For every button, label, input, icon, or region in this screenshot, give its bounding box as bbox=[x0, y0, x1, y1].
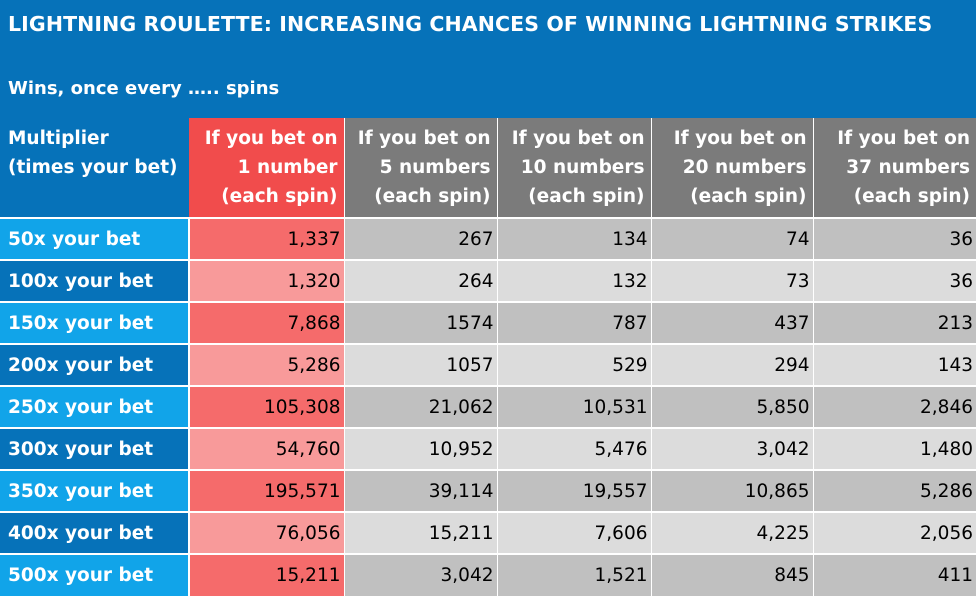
odds-cell: 36 bbox=[812, 259, 976, 302]
odds-cell: 15,211 bbox=[188, 553, 344, 596]
odds-cell: 195,571 bbox=[188, 469, 344, 512]
odds-cell: 7,606 bbox=[496, 511, 651, 554]
odds-table: Multiplier (times your bet) If you bet o… bbox=[0, 118, 976, 596]
odds-cell: 294 bbox=[650, 343, 813, 386]
odds-cell: 15,211 bbox=[343, 511, 497, 554]
column-header-line2: 37 numbers bbox=[846, 157, 970, 178]
table-row: 50x your bet 1,337 267 134 74 36 bbox=[0, 217, 976, 260]
odds-cell: 213 bbox=[812, 301, 976, 344]
row-multiplier-label: 300x your bet bbox=[0, 427, 189, 470]
odds-cell: 787 bbox=[496, 301, 651, 344]
table-row: 350x your bet 195,571 39,114 19,557 10,865 5,… bbox=[0, 469, 976, 512]
column-header-line2: 10 numbers bbox=[520, 157, 645, 178]
odds-cell: 39,114 bbox=[343, 469, 497, 512]
odds-cell: 19,557 bbox=[496, 469, 651, 512]
header-row: Multiplier (times your bet) If you bet o… bbox=[0, 118, 976, 218]
column-header-line1: If you bet on bbox=[511, 128, 645, 149]
table-row: 300x your bet 54,760 10,952 5,476 3,042 1,480 bbox=[0, 427, 976, 470]
table-row: 150x your bet 7,868 1574 787 437 213 bbox=[0, 301, 976, 344]
odds-cell: 76,056 bbox=[188, 511, 344, 554]
column-header-line1: If you bet on bbox=[357, 128, 491, 149]
row-multiplier-label: 400x your bet bbox=[0, 511, 189, 554]
odds-cell: 1,337 bbox=[188, 217, 344, 260]
column-header-line3: (each spin) bbox=[221, 186, 338, 207]
odds-cell: 1574 bbox=[343, 301, 497, 344]
page-title: LIGHTNING ROULETTE: INCREASING CHANCES O… bbox=[8, 12, 933, 36]
column-header-line2: 1 number bbox=[237, 157, 338, 178]
odds-cell: 3,042 bbox=[650, 427, 813, 470]
odds-cell: 5,476 bbox=[496, 427, 651, 470]
table-body: 50x your bet 1,337 267 134 74 36 100x your bet… bbox=[0, 217, 976, 596]
odds-cell: 437 bbox=[650, 301, 813, 344]
odds-cell: 5,286 bbox=[812, 469, 976, 512]
column-header-line3: (each spin) bbox=[690, 186, 807, 207]
odds-cell: 105,308 bbox=[188, 385, 344, 428]
multiplier-header-line1: Multiplier bbox=[8, 128, 109, 149]
odds-cell: 21,062 bbox=[343, 385, 497, 428]
odds-cell: 411 bbox=[812, 553, 976, 596]
odds-cell: 10,952 bbox=[343, 427, 497, 470]
column-header-line3: (each spin) bbox=[374, 186, 491, 207]
odds-cell: 4,225 bbox=[650, 511, 813, 554]
odds-cell: 1057 bbox=[343, 343, 497, 386]
odds-cell: 10,865 bbox=[650, 469, 813, 512]
odds-cell: 5,850 bbox=[650, 385, 813, 428]
row-multiplier-label: 100x your bet bbox=[0, 259, 189, 302]
multiplier-header: Multiplier (times your bet) bbox=[0, 118, 189, 218]
table-row: 400x your bet 76,056 15,211 7,606 4,225 2,056 bbox=[0, 511, 976, 554]
row-multiplier-label: 250x your bet bbox=[0, 385, 189, 428]
column-header-10-numbers: If you bet on 10 numbers (each spin) bbox=[496, 118, 651, 218]
odds-cell: 7,868 bbox=[188, 301, 344, 344]
odds-cell: 10,531 bbox=[496, 385, 651, 428]
row-multiplier-label: 150x your bet bbox=[0, 301, 189, 344]
odds-cell: 73 bbox=[650, 259, 813, 302]
column-header-line3: (each spin) bbox=[853, 186, 970, 207]
row-multiplier-label: 200x your bet bbox=[0, 343, 189, 386]
odds-cell: 143 bbox=[812, 343, 976, 386]
odds-cell: 5,286 bbox=[188, 343, 344, 386]
odds-cell: 1,320 bbox=[188, 259, 344, 302]
odds-cell: 845 bbox=[650, 553, 813, 596]
odds-cell: 264 bbox=[343, 259, 497, 302]
odds-cell: 2,056 bbox=[812, 511, 976, 554]
row-multiplier-label: 500x your bet bbox=[0, 553, 189, 596]
column-header-line3: (each spin) bbox=[528, 186, 645, 207]
column-header-line1: If you bet on bbox=[673, 128, 807, 149]
row-multiplier-label: 50x your bet bbox=[0, 217, 189, 260]
table-row: 250x your bet 105,308 21,062 10,531 5,850 2,8… bbox=[0, 385, 976, 428]
odds-cell: 3,042 bbox=[343, 553, 497, 596]
odds-cell: 1,521 bbox=[496, 553, 651, 596]
column-header-line2: 5 numbers bbox=[379, 157, 491, 178]
odds-cell: 134 bbox=[496, 217, 651, 260]
column-header-1-number: If you bet on 1 number (each spin) bbox=[189, 118, 344, 218]
odds-cell: 267 bbox=[343, 217, 497, 260]
column-header-line2: 20 numbers bbox=[682, 157, 807, 178]
odds-cell: 132 bbox=[496, 259, 651, 302]
column-header-20-numbers: If you bet on 20 numbers (each spin) bbox=[650, 118, 813, 218]
column-header-line1: If you bet on bbox=[204, 128, 338, 149]
odds-cell: 1,480 bbox=[812, 427, 976, 470]
row-multiplier-label: 350x your bet bbox=[0, 469, 189, 512]
odds-cell: 36 bbox=[812, 217, 976, 260]
page-subtitle: Wins, once every ….. spins bbox=[8, 78, 280, 99]
odds-cell: 2,846 bbox=[812, 385, 976, 428]
odds-cell: 54,760 bbox=[188, 427, 344, 470]
column-header-37-numbers: If you bet on 37 numbers (each spin) bbox=[812, 118, 976, 218]
odds-cell: 529 bbox=[496, 343, 651, 386]
column-header-line1: If you bet on bbox=[837, 128, 970, 149]
title-band: LIGHTNING ROULETTE: INCREASING CHANCES O… bbox=[0, 0, 976, 118]
table-row: 200x your bet 5,286 1057 529 294 143 bbox=[0, 343, 976, 386]
odds-cell: 74 bbox=[650, 217, 813, 260]
table-row: 500x your bet 15,211 3,042 1,521 845 411 bbox=[0, 553, 976, 596]
table-row: 100x your bet 1,320 264 132 73 36 bbox=[0, 259, 976, 302]
column-header-5-numbers: If you bet on 5 numbers (each spin) bbox=[343, 118, 497, 218]
multiplier-header-line2: (times your bet) bbox=[8, 157, 178, 178]
